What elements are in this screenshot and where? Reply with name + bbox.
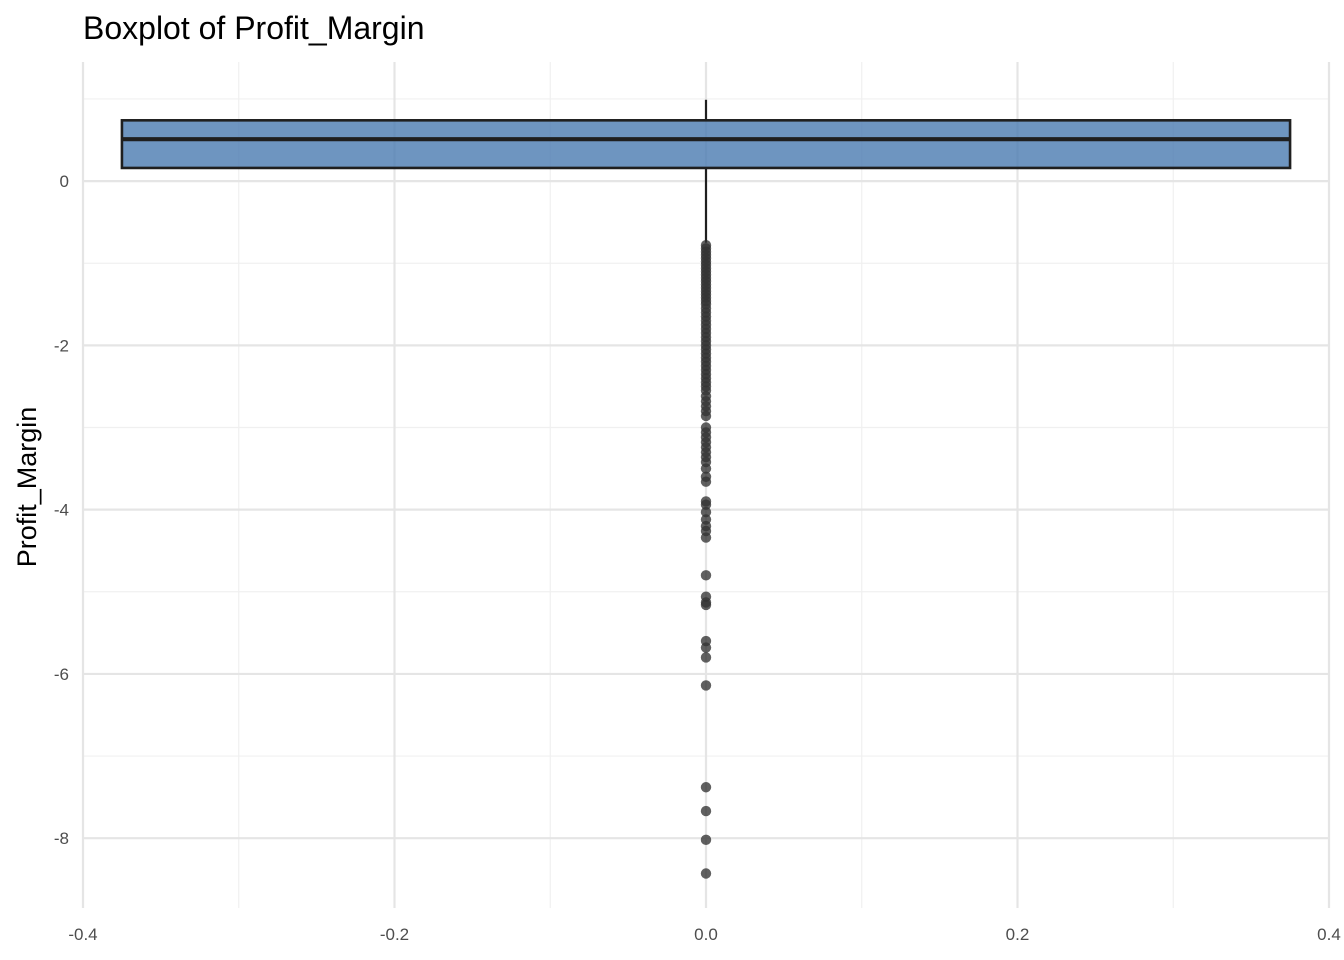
x-tick-label: -0.4 <box>68 925 97 944</box>
chart-title: Boxplot of Profit_Margin <box>83 10 425 46</box>
outlier-point <box>700 652 712 663</box>
outlier-point <box>700 476 712 487</box>
outlier-point <box>700 805 712 817</box>
x-tick-label: 0.0 <box>694 925 718 944</box>
x-tick-label: 0.4 <box>1317 925 1341 944</box>
y-axis-ticks: -8 -6 -4 -2 0 <box>54 172 69 848</box>
outlier-point <box>700 463 712 474</box>
outlier-point <box>700 868 712 879</box>
y-tick-label: -8 <box>54 829 69 848</box>
outlier-point <box>700 642 712 653</box>
outlier-point <box>700 834 712 846</box>
y-tick-label: -6 <box>54 665 69 684</box>
outlier-point <box>700 599 712 611</box>
y-axis-title: Profit_Margin <box>12 407 42 568</box>
outlier-point <box>700 680 712 691</box>
plot-marks <box>120 99 1292 879</box>
box-iqr <box>120 119 1292 170</box>
outlier-point <box>700 782 712 793</box>
y-tick-label: 0 <box>60 172 69 191</box>
outlier-point <box>700 506 712 518</box>
x-tick-label: -0.2 <box>380 925 409 944</box>
y-tick-label: -4 <box>54 501 69 520</box>
y-tick-label: -2 <box>54 336 69 355</box>
x-tick-label: 0.2 <box>1006 925 1030 944</box>
outlier-point <box>700 499 712 510</box>
outlier-point <box>700 532 712 543</box>
outlier-point <box>700 410 712 422</box>
outlier-point <box>700 570 712 581</box>
x-axis-ticks: -0.4 -0.2 0.0 0.2 0.4 <box>68 925 1340 944</box>
